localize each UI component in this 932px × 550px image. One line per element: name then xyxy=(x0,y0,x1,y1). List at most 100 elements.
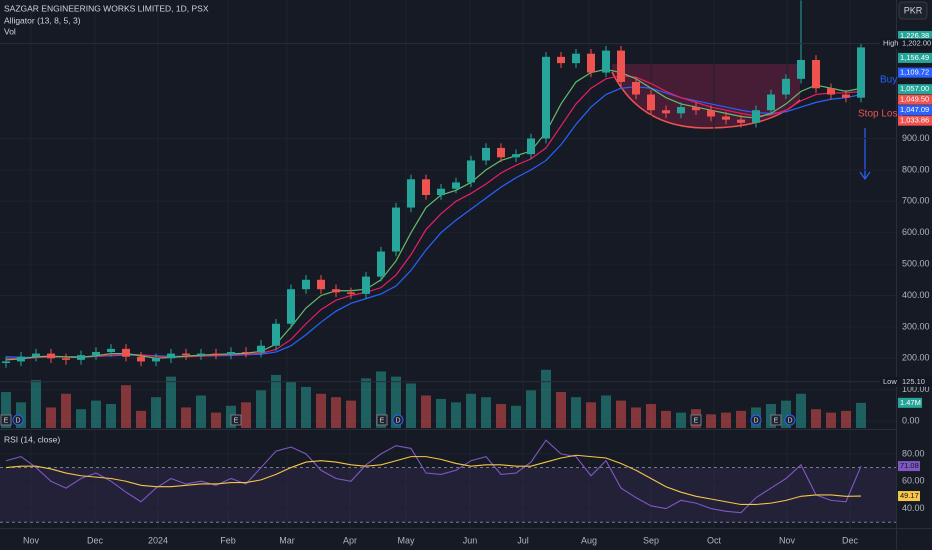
candle-body xyxy=(62,358,70,360)
event-marker xyxy=(230,414,242,426)
event-marker-label: E xyxy=(694,417,699,424)
volume-bar xyxy=(271,374,281,428)
candle-body xyxy=(752,110,760,123)
volume-bar xyxy=(601,395,611,428)
volume-bar xyxy=(466,393,476,428)
price-tag-label: 1,057.00 xyxy=(900,84,929,93)
volume-bar xyxy=(346,400,356,428)
candle-body xyxy=(692,107,700,111)
volume-tag xyxy=(898,397,922,408)
currency-button[interactable] xyxy=(898,1,928,20)
candle-body xyxy=(497,147,505,158)
price-tag-label: 1,049.50 xyxy=(900,95,929,104)
x-tick-label: Nov xyxy=(779,535,796,545)
candle-body xyxy=(437,188,445,196)
candle-body xyxy=(242,352,250,354)
x-tick-label: Oct xyxy=(707,535,722,545)
y-tick-label: 700.00 xyxy=(902,196,930,206)
volume-bar xyxy=(736,410,746,428)
rsi-line xyxy=(5,439,862,514)
rsi-tick-label: 80.00 xyxy=(902,448,925,458)
candle-body xyxy=(137,356,145,362)
candle-body xyxy=(422,179,430,196)
y-tick-label: 200.00 xyxy=(902,353,930,363)
candle-body xyxy=(452,182,460,189)
candle-body xyxy=(362,276,370,294)
volume-bar xyxy=(451,402,461,428)
event-marker-label: D xyxy=(753,417,758,424)
down-arrow-head xyxy=(859,171,871,181)
event-marker xyxy=(690,414,702,426)
candle-body xyxy=(92,352,100,356)
rsi-tick-label: 60.00 xyxy=(902,476,925,486)
volume-bar xyxy=(136,410,146,428)
candle-body xyxy=(677,107,685,114)
y-tick-label: 100.00 xyxy=(902,384,930,394)
price-tag xyxy=(898,115,932,126)
volume-bar xyxy=(211,412,221,428)
volume-bar xyxy=(316,393,326,428)
candle-body xyxy=(212,353,220,355)
volume-bar xyxy=(196,395,206,428)
candle-body xyxy=(182,353,190,356)
volume-bar xyxy=(811,409,821,428)
volume-bar xyxy=(841,410,851,428)
rsi-tag-label: 71.08 xyxy=(900,461,919,470)
x-tick-label: Feb xyxy=(220,535,236,545)
volume-bar xyxy=(661,410,671,428)
candle-body xyxy=(542,56,550,139)
volume-bar xyxy=(1,392,11,428)
candle-body xyxy=(287,289,295,324)
high-value: 1,202.00 xyxy=(902,39,931,48)
event-marker xyxy=(784,414,796,426)
low-value: 125.10 xyxy=(902,377,925,386)
candle-body xyxy=(17,356,25,362)
volume-bar xyxy=(166,376,176,428)
volume-bar xyxy=(646,404,656,428)
volume-bar xyxy=(331,397,341,428)
x-tick-label: 2024 xyxy=(148,535,168,545)
volume-bar xyxy=(76,409,86,428)
volume-bar xyxy=(421,395,431,428)
candle-body xyxy=(272,323,280,346)
event-marker xyxy=(376,414,388,426)
currency-label: PKR xyxy=(904,5,923,15)
volume-bar xyxy=(241,402,251,428)
candle-body xyxy=(827,88,835,95)
rsi-band xyxy=(0,467,896,523)
y-tick-label: 400.00 xyxy=(902,290,930,300)
y-tick-label: 900.00 xyxy=(902,133,930,143)
candle-body xyxy=(302,279,310,290)
candle-body xyxy=(197,353,205,356)
x-tick-label: Sep xyxy=(643,535,659,545)
price-tag-label: 1,109.72 xyxy=(900,68,929,77)
low-label: Low xyxy=(883,377,897,386)
low-tag xyxy=(880,376,932,387)
volume-bar xyxy=(106,404,116,428)
candle-body xyxy=(32,353,40,357)
x-tick-label: Nov xyxy=(23,535,40,545)
indicator-label: Alligator (13, 8, 5, 3) xyxy=(4,15,81,25)
volume-bar xyxy=(571,397,581,428)
candle-body xyxy=(167,353,175,359)
candle-body xyxy=(707,110,715,117)
alligator-line xyxy=(5,68,862,361)
event-marker xyxy=(0,414,12,426)
price-tag-label: 1,226.38 xyxy=(900,31,929,40)
x-tick-label: Jul xyxy=(517,535,529,545)
candle-body xyxy=(602,50,610,73)
event-marker-label: E xyxy=(774,417,779,424)
y-tick-label: 500.00 xyxy=(902,258,930,268)
x-tick-label: Apr xyxy=(343,535,357,545)
candle-body xyxy=(107,348,115,353)
candle-body xyxy=(347,292,355,294)
event-marker-label: D xyxy=(395,417,400,424)
x-tick-label: Dec xyxy=(842,535,859,545)
volume-bar xyxy=(616,400,626,428)
volume-bar xyxy=(46,407,56,428)
volume-bar xyxy=(556,392,566,428)
candle-body xyxy=(572,53,580,64)
price-tag xyxy=(898,52,932,63)
event-marker xyxy=(750,414,762,426)
price-tag-label: 1,033.86 xyxy=(900,116,929,125)
